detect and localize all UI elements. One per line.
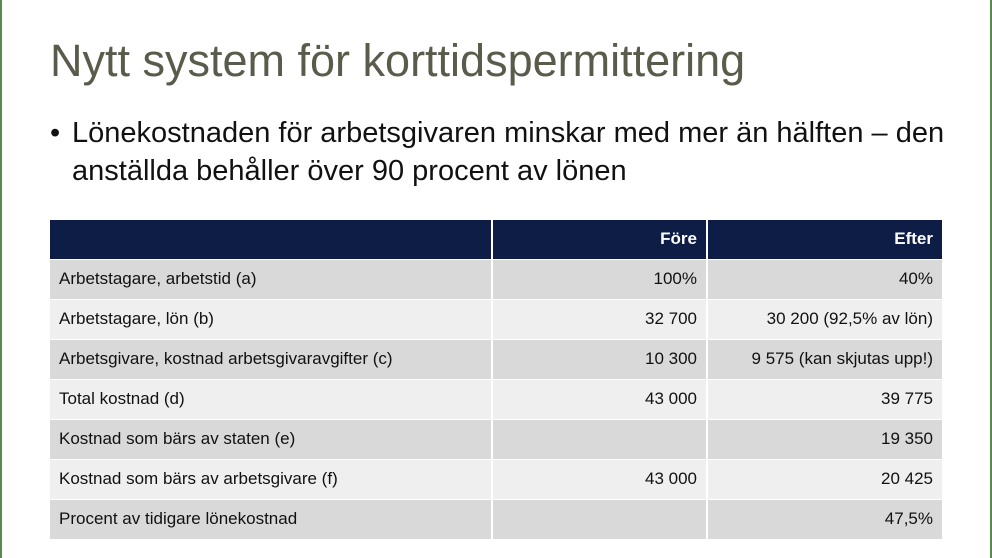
row-before: 43 000: [492, 459, 708, 500]
row-label: Arbetstagare, lön (b): [50, 299, 493, 340]
slide-edge-right: [990, 0, 992, 558]
table-row: Procent av tidigare lönekostnad 47,5%: [50, 499, 942, 540]
row-after: 39 775: [707, 379, 942, 420]
row-label: Arbetstagare, arbetstid (a): [50, 259, 493, 300]
header-label-column: [50, 220, 493, 260]
row-after: 30 200 (92,5% av lön): [707, 299, 942, 340]
row-before: [492, 499, 708, 540]
row-before: 43 000: [492, 379, 708, 420]
table-header-row: Före Efter: [50, 220, 942, 260]
table-row: Kostnad som bärs av staten (e) 19 350: [50, 419, 942, 460]
header-before: Före: [492, 220, 708, 260]
slide-edge-left: [0, 0, 2, 558]
row-before: 32 700: [492, 299, 708, 340]
row-after: 47,5%: [707, 499, 942, 540]
row-after: 40%: [707, 259, 942, 300]
bullet-point: • Lönekostnaden för arbetsgivaren minska…: [50, 114, 950, 190]
row-label: Kostnad som bärs av arbetsgivare (f): [50, 459, 493, 500]
row-before: 100%: [492, 259, 708, 300]
row-label: Kostnad som bärs av staten (e): [50, 419, 493, 460]
row-before: [492, 419, 708, 460]
cost-comparison-table: Före Efter Arbetstagare, arbetstid (a) 1…: [50, 220, 942, 540]
row-after: 20 425: [707, 459, 942, 500]
row-label: Arbetsgivare, kostnad arbetsgivaravgifte…: [50, 339, 493, 380]
row-label: Procent av tidigare lönekostnad: [50, 499, 493, 540]
bullet-text: Lönekostnaden för arbetsgivaren minskar …: [72, 117, 945, 187]
row-after: 9 575 (kan skjutas upp!): [707, 339, 942, 380]
row-after: 19 350: [707, 419, 942, 460]
table-row: Arbetstagare, lön (b) 32 700 30 200 (92,…: [50, 299, 942, 340]
slide-title: Nytt system för korttidspermittering: [50, 35, 746, 86]
table-row: Arbetsgivare, kostnad arbetsgivaravgifte…: [50, 339, 942, 380]
row-before: 10 300: [492, 339, 708, 380]
table-row: Total kostnad (d) 43 000 39 775: [50, 379, 942, 420]
table-row: Arbetstagare, arbetstid (a) 100% 40%: [50, 259, 942, 300]
bullet-icon: •: [50, 117, 61, 149]
header-after: Efter: [707, 220, 942, 260]
table-row: Kostnad som bärs av arbetsgivare (f) 43 …: [50, 459, 942, 500]
row-label: Total kostnad (d): [50, 379, 493, 420]
